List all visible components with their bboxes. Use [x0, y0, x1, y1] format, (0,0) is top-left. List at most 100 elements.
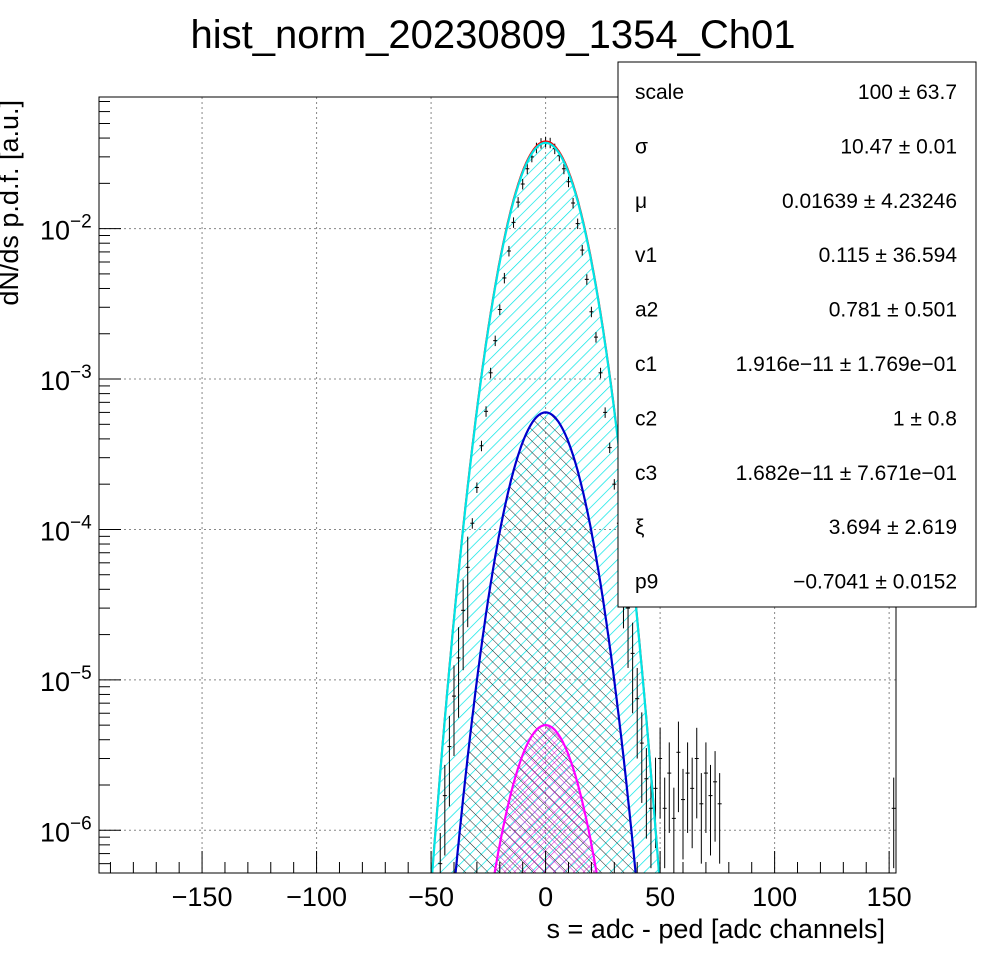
stats-param-name: c3 — [635, 462, 657, 485]
y-tick-exponent: −3 — [70, 362, 92, 383]
fit-curve-3 — [493, 723, 598, 873]
data-point — [694, 727, 699, 819]
stats-param-value: 1.682e−11 ± 7.671e−01 — [736, 462, 957, 485]
stats-param-name: c2 — [635, 407, 657, 430]
data-point — [699, 773, 704, 864]
data-point — [690, 757, 695, 849]
data-point — [648, 777, 653, 869]
stats-param-value: 0.781 ± 0.501 — [829, 299, 957, 322]
data-point — [479, 440, 484, 452]
data-point — [644, 748, 649, 839]
data-point — [603, 407, 608, 418]
y-tick-label: 10 — [40, 516, 70, 546]
fit-fill-3 — [494, 725, 597, 873]
stats-row: σ 10.47 ± 0.01 — [635, 135, 957, 158]
data-point — [685, 742, 690, 833]
y-tick-label: 10 — [40, 667, 70, 697]
x-tick-label: 150 — [867, 882, 912, 912]
data-point — [580, 245, 585, 256]
data-point — [493, 335, 498, 347]
data-point — [488, 367, 493, 379]
data-point — [438, 832, 443, 873]
y-tick-exponent: −6 — [70, 813, 92, 834]
data-point — [497, 304, 502, 315]
stats-param-name: μ — [635, 190, 647, 213]
data-point — [639, 712, 644, 803]
data-point — [630, 622, 635, 714]
y-tick-labels: 10−210−310−410−510−6 — [40, 212, 92, 848]
stats-param-value: 0.115 ± 36.594 — [819, 244, 958, 267]
data-point — [575, 218, 580, 230]
data-point — [566, 176, 571, 188]
stats-param-value: 3.694 ± 2.619 — [829, 516, 957, 539]
chart-title: hist_norm_20230809_1354_Ch01 — [191, 13, 796, 57]
data-point — [713, 751, 718, 842]
x-tick-label: 100 — [752, 882, 797, 912]
stats-row: a2 0.781 ± 0.501 — [635, 299, 957, 322]
stats-box: scale 100 ± 63.7 σ 10.47 ± 0.01 μ 0.01639 ± 4… — [617, 61, 977, 608]
x-tick-label: −150 — [172, 882, 233, 912]
data-point — [474, 482, 479, 493]
stats-row: c1 1.916e−11 ± 1.769e−01 — [635, 353, 957, 376]
data-point — [708, 764, 713, 856]
stats-box-frame — [617, 61, 977, 608]
y-tick-exponent: −4 — [70, 512, 92, 533]
data-point — [461, 579, 466, 671]
stats-param-value: 0.01639 ± 4.23246 — [782, 190, 957, 213]
stats-row: c3 1.682e−11 ± 7.671e−01 — [635, 462, 957, 485]
data-point — [456, 627, 461, 718]
stats-param-value: 10.47 ± 0.01 — [840, 135, 957, 158]
data-points — [438, 136, 896, 873]
stats-param-value: 100 ± 63.7 — [858, 81, 957, 104]
stats-row: scale 100 ± 63.7 — [635, 81, 957, 104]
axis-ticks — [99, 101, 890, 873]
data-point — [593, 332, 598, 343]
data-point — [502, 272, 507, 284]
data-point — [891, 777, 896, 869]
data-point — [671, 787, 676, 873]
data-point — [717, 773, 722, 864]
data-point — [598, 367, 603, 379]
stats-param-value: −0.7041 ± 0.0152 — [793, 571, 957, 594]
y-tick-exponent: −5 — [70, 663, 92, 684]
x-tick-label: −100 — [286, 882, 347, 912]
data-point — [658, 727, 663, 819]
data-point — [516, 197, 521, 208]
y-tick-label: 10 — [40, 366, 70, 396]
y-tick-label: 10 — [40, 817, 70, 847]
stats-param-value: 1 ± 0.8 — [893, 407, 957, 430]
data-point — [506, 245, 511, 257]
data-point — [451, 665, 456, 756]
stats-param-name: ξ — [635, 516, 644, 539]
stats-row: v1 0.115 ± 36.594 — [635, 244, 957, 267]
x-tick-labels: −150 −100 −50 0 50 100 150 — [172, 882, 912, 912]
data-point — [571, 197, 576, 209]
x-tick-label: −50 — [408, 882, 454, 912]
data-point — [465, 536, 470, 628]
x-axis-label: s = adc - ped [adc channels] — [547, 914, 885, 944]
data-point — [484, 406, 489, 417]
y-axis-label: dN/ds p.d.f. [a.u.] — [0, 100, 24, 306]
data-point — [589, 306, 594, 318]
data-point — [511, 217, 516, 228]
data-point — [635, 667, 640, 759]
data-point — [584, 274, 589, 285]
fit-curve-2 — [454, 411, 637, 873]
data-point — [703, 742, 708, 833]
stats-param-name: p9 — [635, 571, 658, 594]
data-point — [681, 768, 686, 860]
stats-row: ξ 3.694 ± 2.619 — [635, 516, 957, 539]
data-point — [662, 777, 667, 869]
data-point — [667, 742, 672, 833]
y-tick-label: 10 — [40, 216, 70, 246]
data-point — [442, 764, 447, 856]
data-point — [470, 518, 475, 529]
y-tick-exponent: −2 — [70, 212, 92, 233]
stats-param-value: 1.916e−11 ± 1.769e−01 — [736, 353, 957, 376]
data-point — [612, 479, 617, 490]
data-point — [561, 163, 566, 175]
stats-row: μ 0.01639 ± 4.23246 — [635, 190, 957, 213]
x-tick-label: 50 — [645, 882, 675, 912]
stats-param-name: σ — [635, 135, 648, 158]
